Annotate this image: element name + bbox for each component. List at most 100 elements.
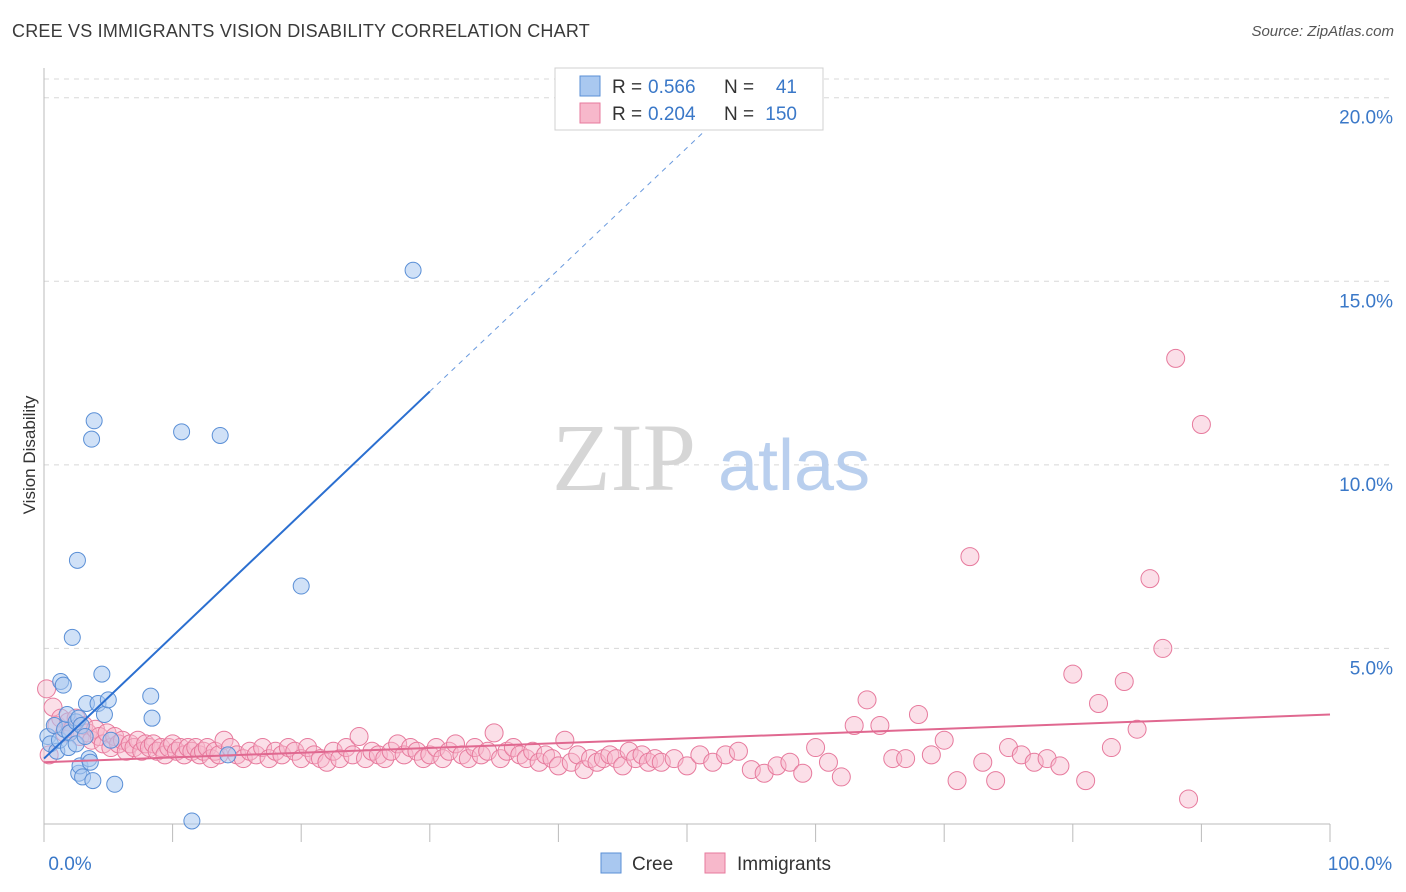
cree-points bbox=[39, 261, 422, 830]
cree-point bbox=[54, 676, 72, 694]
immigrants-point bbox=[291, 749, 311, 769]
cree-point bbox=[99, 691, 117, 709]
cree-point bbox=[211, 426, 229, 444]
stats-cree-n-value: 41 bbox=[776, 77, 797, 98]
immigrants-point bbox=[741, 760, 761, 780]
y-tick-label: 10.0% bbox=[1339, 475, 1393, 496]
stats-cree-swatch bbox=[579, 75, 601, 97]
y-tick-label: 5.0% bbox=[1350, 658, 1393, 679]
immigrants-point bbox=[831, 767, 851, 787]
immigrants-point bbox=[536, 745, 556, 765]
immigrants-point bbox=[349, 727, 369, 747]
immigrants-point bbox=[626, 749, 646, 769]
immigrants-point bbox=[265, 741, 285, 761]
cree-point bbox=[76, 728, 94, 746]
immigrants-point bbox=[645, 749, 665, 769]
immigrants-point bbox=[1127, 719, 1147, 739]
gridlines bbox=[44, 78, 1392, 649]
immigrants-point bbox=[330, 749, 350, 769]
legend: Cree Immigrants bbox=[600, 852, 831, 875]
immigrants-point bbox=[1179, 789, 1199, 809]
immigrants-point bbox=[1101, 738, 1121, 758]
cree-point bbox=[83, 430, 101, 448]
cree-point bbox=[84, 772, 102, 790]
immigrants-point bbox=[136, 734, 156, 754]
immigrants-point bbox=[1191, 414, 1211, 434]
x-axis-ticks bbox=[43, 824, 1331, 842]
immigrants-point bbox=[793, 763, 813, 783]
immigrants-point bbox=[986, 771, 1006, 791]
stats-immigrants-r-value: 0.204 bbox=[648, 104, 696, 125]
immigrants-point bbox=[1089, 694, 1109, 713]
immigrants-point bbox=[806, 738, 826, 758]
immigrants-point bbox=[728, 741, 748, 761]
immigrants-point bbox=[523, 741, 543, 761]
immigrants-point bbox=[458, 749, 478, 769]
immigrants-point bbox=[973, 752, 993, 772]
stats-box: R = 0.566 N = 41 R = 0.204 N = 150 bbox=[554, 67, 824, 131]
stats-immigrants-n-label: N = bbox=[724, 104, 754, 125]
immigrants-point bbox=[272, 745, 292, 765]
cree-point bbox=[143, 709, 161, 727]
immigrants-point bbox=[619, 741, 639, 761]
immigrants-point bbox=[433, 749, 453, 769]
immigrants-point bbox=[632, 745, 652, 765]
immigrants-points bbox=[37, 348, 1211, 809]
immigrants-point bbox=[413, 749, 433, 769]
immigrants-point bbox=[285, 741, 305, 761]
immigrants-point bbox=[503, 738, 523, 758]
x-tick-label-min: 0.0% bbox=[48, 854, 91, 875]
immigrants-point bbox=[870, 716, 890, 736]
immigrants-point bbox=[420, 745, 440, 765]
immigrants-point bbox=[1140, 569, 1160, 589]
immigrants-point bbox=[818, 752, 838, 772]
y-tick-labels: 5.0% 10.0% 15.0% 20.0% bbox=[1339, 108, 1393, 680]
y-axis-label: Vision Disability bbox=[20, 395, 39, 514]
immigrants-point bbox=[317, 752, 337, 772]
immigrants-point bbox=[1114, 671, 1134, 691]
legend-immigrants-swatch bbox=[704, 852, 726, 874]
cree-point bbox=[404, 261, 422, 279]
immigrants-point bbox=[844, 716, 864, 736]
source-label: Source: ZipAtlas.com bbox=[1251, 23, 1394, 40]
immigrants-point bbox=[1050, 756, 1070, 776]
immigrants-point bbox=[1063, 664, 1083, 684]
immigrants-point bbox=[908, 705, 928, 725]
cree-point bbox=[81, 753, 99, 771]
stats-immigrants-n-value: 150 bbox=[765, 104, 797, 125]
cree-point bbox=[85, 412, 103, 430]
cree-point bbox=[183, 812, 201, 830]
immigrants-point bbox=[767, 756, 787, 776]
stats-cree-n-label: N = bbox=[724, 77, 754, 98]
immigrants-point bbox=[921, 745, 941, 765]
immigrants-point bbox=[381, 741, 401, 761]
stats-immigrants-swatch bbox=[579, 102, 601, 124]
immigrants-point bbox=[651, 752, 671, 772]
immigrants-point bbox=[934, 730, 954, 750]
immigrants-point bbox=[529, 752, 549, 772]
immigrants-point bbox=[446, 734, 466, 754]
y-tick-label: 15.0% bbox=[1339, 291, 1393, 312]
cree-point bbox=[142, 687, 160, 705]
stats-cree-r-label: R = bbox=[612, 77, 642, 98]
immigrants-point bbox=[1024, 752, 1044, 772]
immigrants-point bbox=[1076, 771, 1096, 791]
stats-cree-r-value: 0.566 bbox=[648, 77, 696, 98]
cree-point bbox=[106, 775, 124, 793]
watermark-atlas: atlas bbox=[718, 426, 870, 506]
immigrants-point bbox=[407, 741, 427, 761]
immigrants-point bbox=[780, 752, 800, 772]
immigrants-point bbox=[947, 771, 967, 791]
immigrants-point bbox=[497, 741, 517, 761]
cree-point bbox=[93, 665, 111, 683]
immigrants-point bbox=[491, 749, 511, 769]
immigrants-point bbox=[37, 679, 57, 699]
cree-trendline-extension bbox=[429, 123, 714, 392]
immigrants-point bbox=[857, 690, 877, 710]
immigrants-point bbox=[190, 745, 210, 765]
immigrants-point bbox=[716, 745, 736, 765]
cree-point bbox=[292, 577, 310, 595]
immigrants-point bbox=[960, 547, 980, 567]
immigrants-point bbox=[600, 745, 620, 765]
